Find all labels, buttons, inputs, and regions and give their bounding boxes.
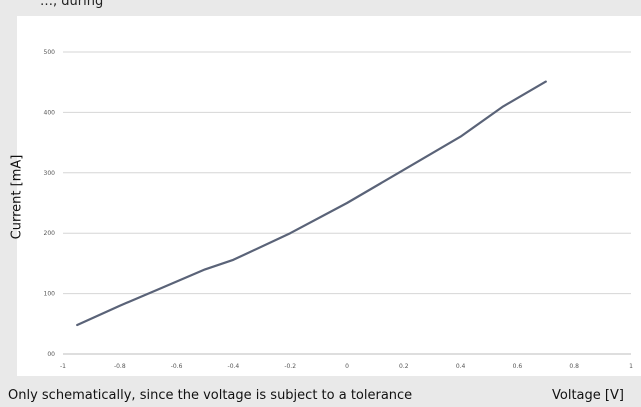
y-tick-label: 500	[44, 49, 56, 56]
top-strip-text: …, during	[40, 0, 104, 9]
x-tick-label: -0.8	[114, 363, 126, 370]
x-axis-title: Voltage [V]	[552, 388, 624, 403]
x-tick-label: -0.4	[228, 363, 240, 370]
plot-panel: 00 100 200 300 400 500 -1 -0.8 -0.6 -0.4 -0.2 0 0.2 0…	[17, 16, 641, 376]
x-tick-label: -0.2	[284, 363, 296, 370]
x-tick-label: -1	[60, 363, 66, 370]
x-tick-label: -0.6	[171, 363, 183, 370]
x-tick-label: 0.8	[569, 363, 579, 370]
x-tick-label: 1	[629, 363, 633, 370]
y-tick-label: 100	[44, 291, 56, 298]
y-axis-title: Current [mA]	[9, 154, 25, 240]
x-tick-label: 0.4	[456, 363, 466, 370]
y-tick-label: 400	[44, 109, 56, 116]
x-tick-label: 0.6	[513, 363, 523, 370]
y-tick-label: 00	[47, 351, 55, 358]
iv-curve-line	[76, 80, 547, 327]
y-tick-label: 300	[44, 170, 56, 177]
voltage-current-chart: 00 100 200 300 400 500 -1 -0.8 -0.6 -0.4 -0.2 0 0.2 0…	[44, 49, 634, 370]
x-tick-label: 0.2	[399, 363, 409, 370]
x-tick-label: 0	[345, 363, 349, 370]
footer-note: Only schematically, since the voltage is…	[8, 388, 413, 403]
y-tick-label: 200	[44, 230, 56, 237]
